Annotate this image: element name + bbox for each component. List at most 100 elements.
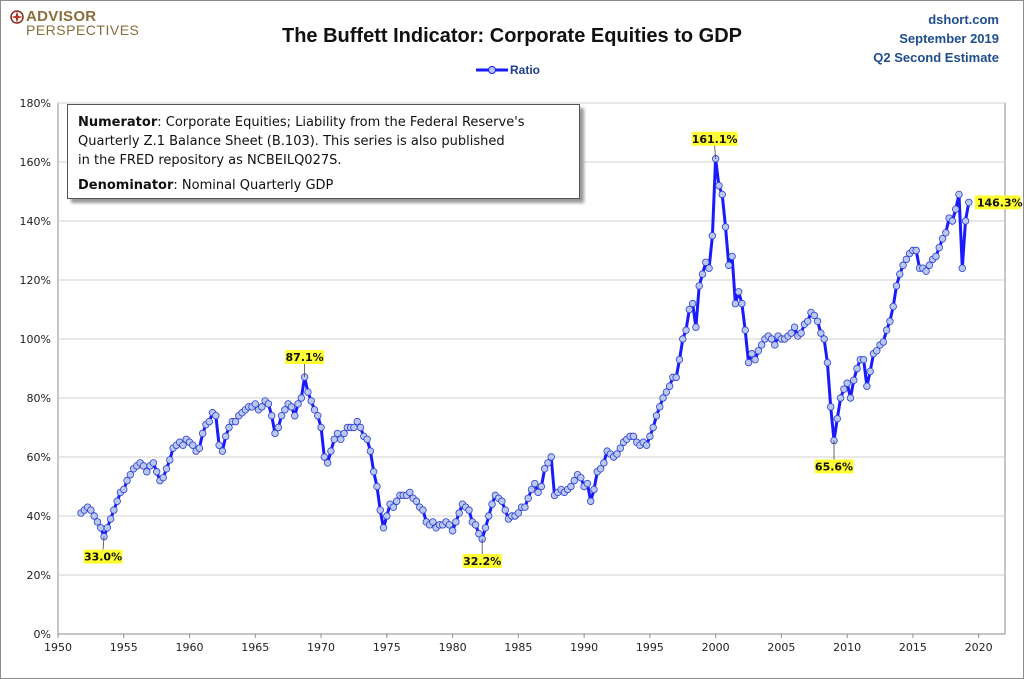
ratio-series-line bbox=[80, 157, 971, 541]
ratio-data-point bbox=[882, 326, 891, 334]
y-tick-label: 180% bbox=[20, 97, 51, 110]
ratio-data-point bbox=[271, 429, 279, 438]
ratio-data-point bbox=[840, 385, 848, 393]
ratio-data-point bbox=[212, 412, 220, 420]
ratio-data-point bbox=[323, 459, 332, 467]
ratio-data-point bbox=[379, 524, 388, 532]
ratio-data-point bbox=[87, 506, 95, 514]
ratio-data-point bbox=[110, 506, 118, 514]
ratio-data-point bbox=[810, 311, 818, 320]
ratio-data-point bbox=[827, 403, 835, 411]
ratio-data-point bbox=[320, 453, 329, 461]
ratio-data-point bbox=[935, 243, 943, 252]
ratio-data-point bbox=[330, 435, 338, 443]
x-tick-label: 2020 bbox=[965, 641, 993, 654]
ratio-data-point bbox=[537, 482, 546, 491]
ratio-data-point bbox=[294, 400, 302, 408]
ratio-data-point bbox=[886, 317, 894, 325]
ratio-data-point bbox=[767, 335, 776, 343]
y-tick-label: 100% bbox=[20, 333, 51, 346]
ratio-data-point bbox=[471, 521, 480, 529]
annotation-highlight bbox=[462, 554, 502, 569]
x-tick-label: 1975 bbox=[373, 641, 401, 654]
x-tick-label: 2015 bbox=[899, 641, 927, 654]
ratio-data-point bbox=[258, 403, 266, 411]
ratio-data-point bbox=[731, 299, 740, 308]
ratio-data-point bbox=[754, 347, 763, 355]
ratio-data-point bbox=[389, 503, 398, 511]
ratio-data-point bbox=[514, 509, 523, 517]
ratio-data-point bbox=[419, 506, 427, 514]
ratio-data-point bbox=[688, 299, 697, 308]
ratio-data-point bbox=[613, 450, 621, 458]
ratio-data-point bbox=[412, 497, 421, 505]
compass-icon bbox=[10, 10, 24, 24]
ratio-data-point bbox=[304, 388, 312, 396]
ratio-data-point bbox=[310, 406, 319, 414]
ratio-data-point bbox=[698, 270, 707, 278]
ratio-data-point bbox=[123, 476, 131, 485]
ratio-data-point bbox=[728, 252, 736, 261]
ratio-data-point bbox=[317, 423, 325, 432]
ratio-data-point bbox=[718, 190, 726, 199]
denominator-text: : Nominal Quarterly GDP bbox=[173, 178, 334, 193]
annotation-label: 33.0% bbox=[84, 551, 122, 564]
ratio-data-point bbox=[195, 444, 204, 452]
legend-line-marker-icon bbox=[476, 66, 508, 74]
ratio-data-point bbox=[521, 503, 529, 511]
ratio-data-point bbox=[771, 341, 779, 349]
ratio-data-point bbox=[498, 497, 506, 505]
ratio-data-point bbox=[159, 473, 167, 482]
ratio-data-point bbox=[961, 217, 970, 225]
chart-title: The Buffett Indicator: Corporate Equitie… bbox=[281, 25, 742, 47]
numerator-text: : Corporate Equities; Liability from the… bbox=[157, 115, 525, 130]
ratio-data-point bbox=[455, 509, 463, 517]
ratio-data-point bbox=[531, 479, 539, 488]
ratio-data-point bbox=[853, 364, 861, 373]
ratio-data-point bbox=[797, 329, 805, 337]
x-tick-label: 1965 bbox=[241, 641, 269, 654]
annotation-label: 32.2% bbox=[463, 555, 501, 568]
ratio-data-point bbox=[314, 412, 322, 420]
ratio-data-point bbox=[951, 205, 960, 213]
annotation-label: 146.3% bbox=[977, 196, 1023, 209]
ratio-data-point bbox=[646, 432, 654, 441]
ratio-data-point bbox=[353, 417, 361, 426]
ratio-data-point bbox=[179, 441, 187, 449]
ratio-data-point bbox=[307, 397, 315, 405]
denominator-line: Denominator: Nominal Quarterly GDP bbox=[78, 176, 569, 195]
ratio-data-point bbox=[333, 429, 342, 438]
ratio-data-point bbox=[540, 465, 549, 473]
ratio-data-point bbox=[126, 471, 135, 479]
ratio-data-point bbox=[485, 512, 493, 520]
ratio-data-point bbox=[251, 400, 259, 408]
ratio-data-point bbox=[356, 423, 365, 432]
ratio-data-point bbox=[859, 355, 868, 364]
ratio-data-point bbox=[751, 355, 759, 364]
ratio-data-point bbox=[955, 190, 963, 199]
ratio-data-point bbox=[567, 482, 575, 491]
ratio-data-point bbox=[695, 282, 703, 290]
x-tick-label: 1950 bbox=[44, 641, 72, 654]
x-tick-label: 1970 bbox=[307, 641, 335, 654]
ratio-data-point bbox=[363, 435, 371, 443]
ratio-data-point bbox=[741, 326, 749, 334]
ratio-data-point bbox=[675, 355, 684, 364]
ratio-data-point bbox=[448, 527, 457, 535]
y-tick-label: 40% bbox=[27, 510, 51, 523]
ratio-data-point bbox=[231, 417, 240, 426]
ratio-data-point bbox=[475, 530, 483, 538]
ratio-data-point bbox=[715, 181, 723, 190]
ratio-data-point bbox=[373, 482, 381, 491]
annotation-layer: 33.0% 87.1% 32.2% 161.1% 65.6% 146.3% bbox=[83, 131, 1023, 569]
ratio-data-point bbox=[725, 261, 733, 269]
ratio-data-point bbox=[948, 217, 957, 225]
ratio-data-point bbox=[218, 447, 227, 455]
x-tick-label: 1980 bbox=[439, 641, 467, 654]
source-site: dshort.com bbox=[928, 12, 999, 27]
ratio-data-point bbox=[682, 326, 690, 334]
ratio-data-point bbox=[692, 323, 700, 331]
annotation-label: 87.1% bbox=[286, 351, 324, 364]
ratio-data-point bbox=[97, 524, 105, 532]
